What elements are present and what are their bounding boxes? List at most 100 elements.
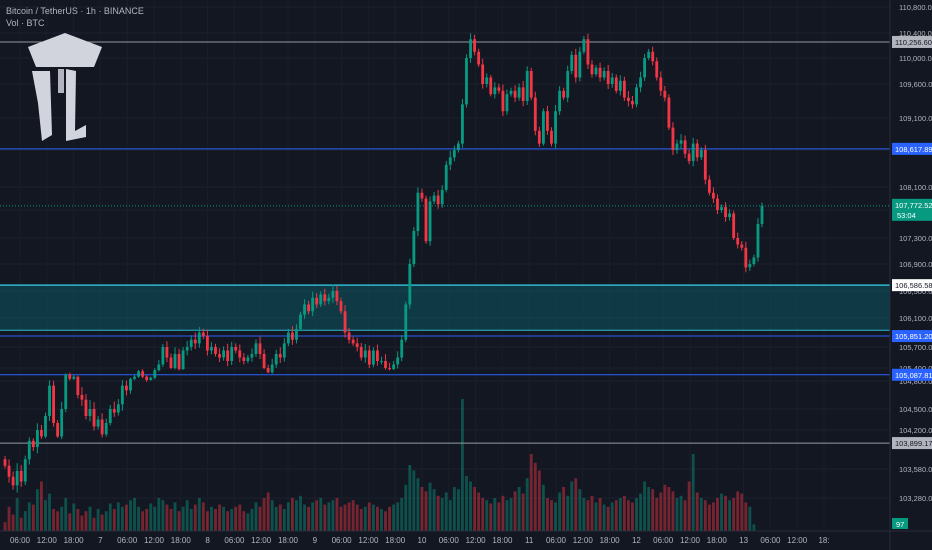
volume-bar xyxy=(752,524,756,531)
candle-body xyxy=(327,297,331,302)
volume-bar xyxy=(566,495,570,531)
candle-body xyxy=(72,376,76,379)
volume-bar xyxy=(558,492,562,531)
volume-bar xyxy=(76,509,80,531)
candle-body xyxy=(541,111,545,144)
candle-body xyxy=(291,332,294,340)
candle-body xyxy=(728,213,732,217)
candle-body xyxy=(716,198,719,210)
price-axis[interactable]: 110,800.00 110,400.00 110,000.00 109,600.00… xyxy=(889,0,932,550)
volume-bar xyxy=(639,493,642,531)
time-axis[interactable]: 06:00 12:00 18:00 7 06:00 12:00 18:00 8 06:00 12:… xyxy=(0,530,932,545)
time-tick-label: 06:00 xyxy=(439,536,460,545)
volume-bar xyxy=(497,502,501,531)
volume-bar xyxy=(327,502,331,531)
candle-body xyxy=(266,368,270,373)
price-tick-label: 103,280.00 xyxy=(899,494,932,503)
candle-body xyxy=(529,71,533,98)
candle-body xyxy=(598,67,602,78)
candle-body xyxy=(238,350,242,358)
candle-body xyxy=(481,64,485,84)
candle-body xyxy=(606,71,610,84)
candle-body xyxy=(104,423,108,435)
volume-bar xyxy=(181,506,185,531)
candle-body xyxy=(570,54,574,71)
volume-bar xyxy=(331,500,335,531)
volume-bar xyxy=(562,487,566,531)
volume-bar xyxy=(149,503,153,531)
candle-body xyxy=(574,54,578,78)
candle-body xyxy=(554,111,557,144)
candle-body xyxy=(622,80,626,98)
volume-bar xyxy=(88,506,92,531)
candle-body xyxy=(582,39,586,52)
time-tick-label: 18:00 xyxy=(492,536,513,545)
volume-bar xyxy=(222,506,226,531)
candle-body xyxy=(659,77,663,91)
price-tick-label: 106,100.00 xyxy=(899,314,932,323)
volume-bar xyxy=(100,514,104,531)
candle-body xyxy=(566,71,570,98)
volume-bar xyxy=(461,399,464,531)
volume-bar xyxy=(145,509,149,531)
candle-body xyxy=(7,465,11,477)
candle-body xyxy=(675,143,679,150)
price-tick-label: 103,580.00 xyxy=(899,465,932,474)
candle-body xyxy=(384,361,387,368)
volume-bar xyxy=(396,502,400,531)
level-label-bg xyxy=(892,330,932,343)
time-tick-label: 11 xyxy=(525,536,534,545)
candle-body xyxy=(205,336,209,351)
candle-body xyxy=(400,339,404,358)
volume-bar xyxy=(440,498,444,531)
volume-bar xyxy=(347,502,351,531)
candle-body xyxy=(444,164,448,190)
volume-bar xyxy=(428,482,432,531)
time-tick-label: 9 xyxy=(313,536,318,545)
candle-body xyxy=(31,440,35,448)
volume-bar xyxy=(456,489,460,531)
level-label-bg xyxy=(892,368,932,381)
volume-bar xyxy=(501,495,505,531)
candle-body xyxy=(92,409,96,427)
candle-body xyxy=(88,409,92,416)
candle-body xyxy=(380,361,383,362)
volume-bar xyxy=(303,504,306,531)
candle-body xyxy=(639,77,642,88)
volume-bar xyxy=(307,506,311,531)
candle-body xyxy=(367,350,371,365)
price-tick-label: 110,800.00 xyxy=(899,3,932,12)
volume-bar xyxy=(7,506,11,531)
level-label: 105,087.81 xyxy=(895,371,932,380)
volume-bar xyxy=(513,491,517,531)
price-tick-label: 107,300.00 xyxy=(899,234,932,243)
candle-body xyxy=(242,357,246,361)
volume-bar xyxy=(31,504,35,531)
volume-bar xyxy=(550,500,553,531)
candle-body xyxy=(578,51,582,78)
volume-bar xyxy=(529,454,533,531)
candle-body xyxy=(732,213,736,238)
volume-bar xyxy=(376,506,379,531)
volume-bar xyxy=(703,500,707,531)
candle-body xyxy=(169,357,173,368)
volume-bar xyxy=(651,489,655,531)
volume-bar xyxy=(60,506,64,531)
volume-bar xyxy=(299,495,302,531)
level-label: 103,899.17 xyxy=(895,439,932,448)
candle-body xyxy=(258,343,262,354)
volume-bar xyxy=(262,498,266,531)
volume-bar xyxy=(278,504,282,531)
time-tick-label: 12:00 xyxy=(680,536,701,545)
candle-body xyxy=(363,350,367,358)
candle-body xyxy=(96,419,100,427)
level-lines xyxy=(0,41,890,444)
candle-body xyxy=(193,339,197,344)
volume-bar xyxy=(473,487,476,531)
volume-bar xyxy=(541,484,545,531)
volume-bar xyxy=(68,513,72,531)
time-tick-label: 12:00 xyxy=(37,536,58,545)
price-tick-label: 109,600.00 xyxy=(899,80,932,89)
candle-body xyxy=(133,376,136,379)
